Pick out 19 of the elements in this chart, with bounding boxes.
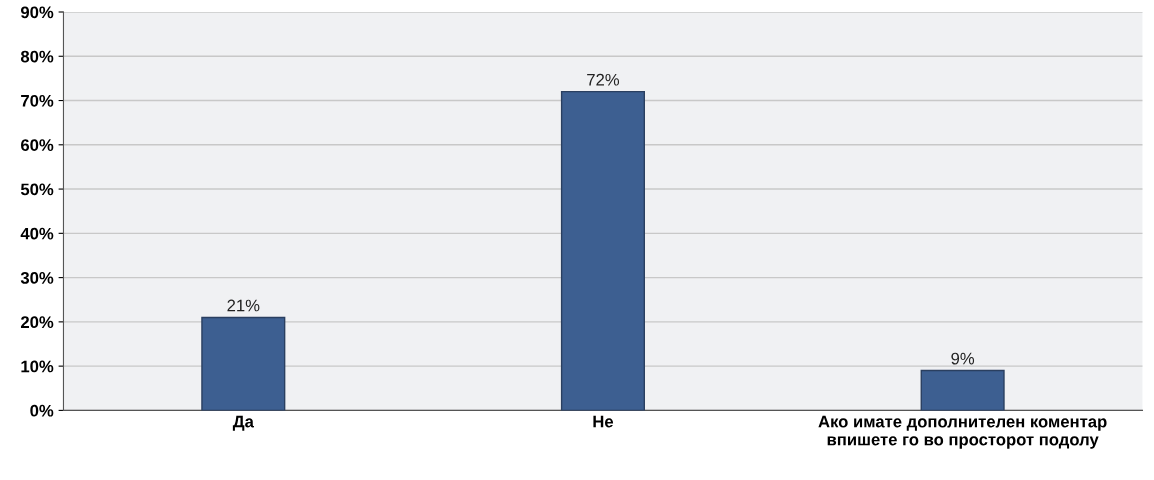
x-tick-label: Не bbox=[593, 415, 614, 428]
y-tick-label: 50% bbox=[20, 183, 54, 196]
y-tick-label: 70% bbox=[21, 94, 54, 107]
bar bbox=[920, 369, 1005, 411]
y-tick-label: 10% bbox=[21, 360, 54, 373]
y-tick-label: 40% bbox=[20, 227, 54, 240]
data-label: 72% bbox=[587, 73, 620, 86]
x-tick-label: Ако имате дополнителен коментар впишете го во просторот подолу bbox=[818, 415, 1107, 449]
bar bbox=[201, 316, 286, 411]
y-tick-label: 60% bbox=[21, 139, 54, 151]
y-tick-label: 30% bbox=[20, 272, 54, 284]
data-label: 9% bbox=[951, 352, 975, 365]
y-tick-label: 80% bbox=[20, 50, 54, 63]
y-tick-label: 90% bbox=[20, 6, 54, 19]
y-tick-label: 0% bbox=[30, 404, 54, 417]
y-tick-label: 20% bbox=[20, 316, 54, 329]
bar bbox=[560, 90, 646, 411]
x-tick-label: Да bbox=[232, 415, 254, 431]
data-label: 21% bbox=[227, 299, 260, 312]
